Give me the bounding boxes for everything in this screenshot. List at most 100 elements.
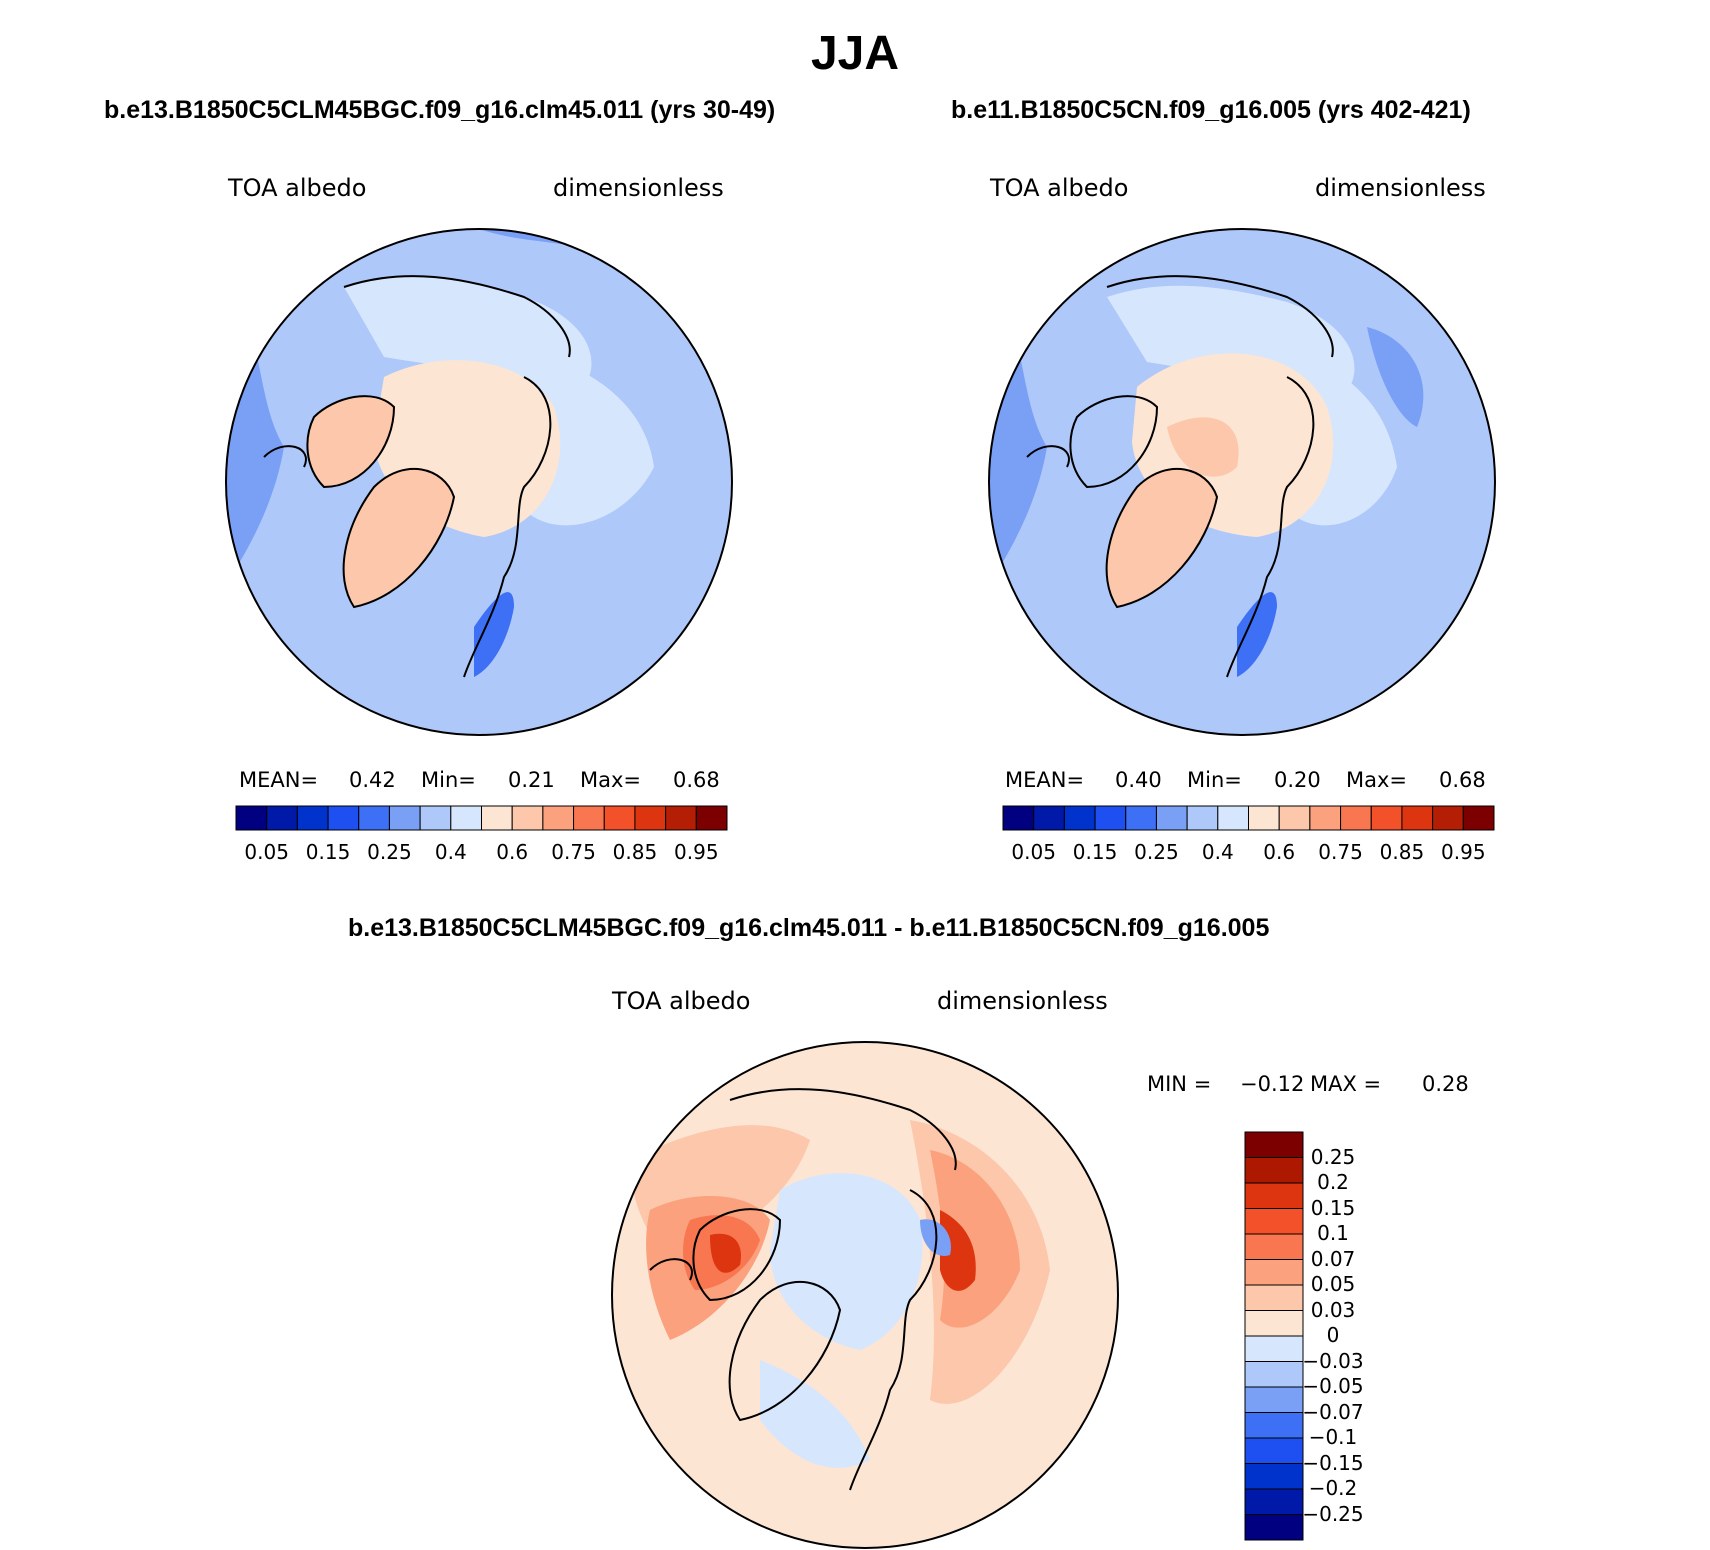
colorbar-box (1370, 805, 1403, 831)
panel1-max-label: Max= (580, 768, 642, 792)
colorbar-tick-label: 0.05 (1011, 840, 1056, 864)
colorbar-tick-label: 0.95 (1441, 840, 1486, 864)
panel1-greenland (343, 468, 454, 607)
panel1-colorbar-labels: 0.05 0.15 0.25 0.4 0.6 0.75 0.85 0.95 (236, 840, 727, 866)
diff-hot-region (710, 1233, 741, 1273)
colorbar-tick-label: 0.95 (674, 840, 719, 864)
colorbar-box (634, 805, 667, 831)
diff-atlantic-cooling (760, 1360, 870, 1468)
panel2-case-title: b.e11.B1850C5CN.f09_g16.005 (yrs 402-421… (951, 96, 1471, 124)
colorbar-tick-label: −0.03 (1302, 1348, 1364, 1373)
colorbar-box (1125, 805, 1157, 831)
colorbar-tick-label: 0.4 (1201, 840, 1234, 864)
colorbar-box (1278, 805, 1311, 831)
colorbar-box (1244, 1131, 1304, 1158)
panel2-colorbar-labels: 0.05 0.15 0.25 0.4 0.6 0.75 0.85 0.95 (1003, 840, 1494, 866)
colorbar-box (665, 805, 697, 831)
colorbar-box (1244, 1182, 1304, 1209)
colorbar-box (1244, 1284, 1304, 1311)
colorbar-box (1244, 1208, 1304, 1235)
colorbar-box (1244, 1437, 1304, 1464)
panel2-colorbar (1002, 805, 1495, 831)
colorbar-tick-label: 0.6 (1263, 840, 1296, 864)
diff-variable-label: TOA albedo (612, 987, 751, 1015)
panel1-colorbar (235, 805, 728, 831)
colorbar-tick-label: −0.07 (1302, 1399, 1364, 1424)
diff-min-value: −0.12 (1240, 1072, 1305, 1096)
panel2-units-label: dimensionless (1315, 174, 1486, 202)
diff-case-title: b.e13.B1850C5CLM45BGC.f09_g16.clm45.011 … (348, 914, 1270, 942)
panel2-min-label: Min= (1187, 768, 1242, 792)
panel1-polar-map (225, 228, 733, 736)
diff-units-label: dimensionless (937, 987, 1108, 1015)
colorbar-box (1002, 805, 1035, 831)
panel1-min-label: Min= (421, 768, 476, 792)
colorbar-box (1094, 805, 1127, 831)
panel1-mean-label: MEAN= (239, 768, 319, 792)
panel2-max-value: 0.68 (1439, 768, 1486, 792)
diff-colorbar (1244, 1131, 1304, 1541)
colorbar-tick-label: 0.05 (244, 840, 289, 864)
panel2-variable-label: TOA albedo (990, 174, 1129, 202)
colorbar-box (1309, 805, 1342, 831)
diff-polar-map (611, 1041, 1119, 1549)
colorbar-box (327, 805, 360, 831)
panel1-archipelago (307, 396, 394, 487)
panel2-mean-label: MEAN= (1005, 768, 1085, 792)
colorbar-tick-label: 0.05 (1310, 1272, 1356, 1296)
colorbar-box (542, 805, 575, 831)
colorbar-tick-label: 0.03 (1310, 1297, 1356, 1322)
colorbar-box (1244, 1157, 1304, 1184)
colorbar-box (1244, 1488, 1304, 1515)
colorbar-box (419, 805, 452, 831)
colorbar-tick-label: 0.15 (305, 840, 351, 864)
colorbar-box (358, 805, 390, 831)
colorbar-tick-label: 0.75 (551, 840, 596, 864)
panel1-units-label: dimensionless (553, 174, 724, 202)
panel1-coastlines (263, 275, 571, 678)
colorbar-box (1248, 805, 1280, 831)
colorbar-box (1244, 1386, 1304, 1413)
panel2-min-value: 0.20 (1274, 768, 1321, 792)
panel2-scandinavia (1237, 592, 1277, 677)
colorbar-tick-label: −0.05 (1302, 1374, 1364, 1398)
colorbar-tick-label: 0.1 (1317, 1221, 1349, 1245)
colorbar-box (1033, 805, 1065, 831)
colorbar-box (1244, 1361, 1304, 1388)
colorbar-box (603, 805, 636, 831)
colorbar-box (450, 805, 482, 831)
colorbar-box (1155, 805, 1188, 831)
diff-max-value: 0.28 (1422, 1072, 1469, 1096)
colorbar-tick-label: 0.85 (1379, 840, 1425, 864)
colorbar-box (1432, 805, 1464, 831)
panel1-max-value: 0.68 (673, 768, 720, 792)
diff-colorbar-labels: 0.25 0.2 0.15 0.1 0.07 0.05 0.03 0 −0.03 −0.05 −0.… (1300, 1132, 1390, 1540)
colorbar-box (388, 805, 421, 831)
colorbar-box (481, 805, 513, 831)
colorbar-box (1401, 805, 1434, 831)
colorbar-box (511, 805, 544, 831)
colorbar-box (1244, 1463, 1304, 1490)
panel1-case-title: b.e13.B1850C5CLM45BGC.f09_g16.clm45.011 … (104, 96, 776, 124)
panel1-scandinavia (474, 592, 514, 677)
colorbar-tick-label: −0.15 (1302, 1450, 1364, 1475)
colorbar-box (1340, 805, 1372, 831)
panel2-sea-ice-center (1167, 417, 1239, 477)
colorbar-box (1217, 805, 1249, 831)
colorbar-tick-label: 0.25 (1134, 840, 1179, 864)
diff-min-label: MIN = (1147, 1072, 1212, 1096)
colorbar-box (235, 805, 268, 831)
diff-arctic-cooling (770, 1173, 923, 1350)
panel2-max-label: Max= (1346, 768, 1408, 792)
colorbar-box (1462, 805, 1495, 831)
panel1-mean-value: 0.42 (349, 768, 396, 792)
panel2-greenland (1106, 468, 1217, 607)
panel1-variable-label: TOA albedo (228, 174, 367, 202)
colorbar-box (1244, 1335, 1304, 1362)
colorbar-box (1244, 1233, 1304, 1260)
diff-max-label: MAX = (1310, 1072, 1382, 1096)
panel1-min-value: 0.21 (508, 768, 555, 792)
colorbar-box (266, 805, 298, 831)
colorbar-tick-label: −0.2 (1308, 1476, 1358, 1500)
panel2-mean-value: 0.40 (1115, 768, 1162, 792)
